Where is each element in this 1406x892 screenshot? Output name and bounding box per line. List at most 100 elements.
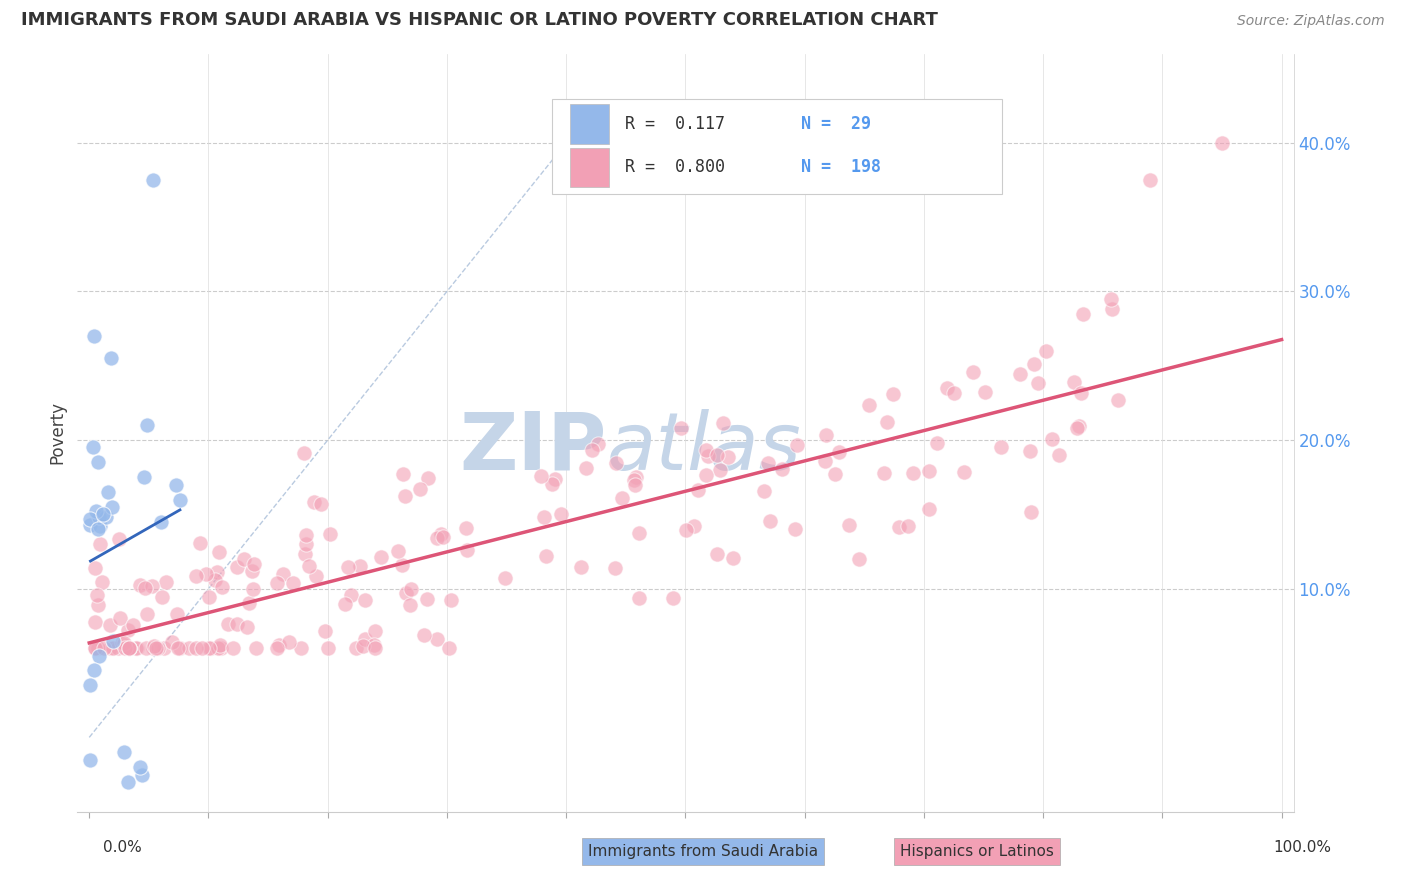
Point [706, 448, 728, 462]
Point [418, 471, 440, 485]
Point [243, 557, 266, 571]
Point [98, 641, 121, 656]
Point [84, 615, 107, 629]
Point [222, 641, 245, 656]
Point [686, 483, 709, 498]
Point [942, 386, 965, 401]
Point [540, 476, 562, 491]
Point [838, 518, 860, 533]
Point [117, 775, 139, 789]
Point [205, 566, 228, 580]
Point [132, 470, 155, 484]
Point [786, 438, 808, 452]
Point [627, 591, 650, 606]
Point [683, 519, 706, 533]
Point [136, 418, 159, 433]
Point [86, 599, 108, 613]
Text: ZIP: ZIP [460, 409, 606, 487]
Point [117, 623, 139, 637]
Point [153, 641, 176, 656]
Point [240, 564, 263, 578]
Point [93, 641, 115, 656]
Point [917, 464, 939, 478]
Point [1019, 505, 1042, 519]
Point [990, 440, 1012, 454]
Point [364, 624, 387, 639]
Point [89, 537, 111, 551]
Text: 0.0%: 0.0% [103, 840, 142, 855]
Point [295, 537, 318, 551]
Point [190, 641, 212, 656]
Text: N =  29: N = 29 [801, 115, 870, 133]
Point [295, 528, 318, 542]
Point [118, 641, 141, 656]
Point [770, 462, 793, 476]
Point [108, 532, 131, 546]
Point [277, 635, 299, 649]
Point [925, 435, 948, 450]
Point [354, 632, 377, 646]
Point [370, 550, 392, 565]
Point [233, 552, 256, 566]
Point [84, 641, 107, 656]
Point [91, 575, 114, 590]
Point [242, 582, 264, 596]
Point [333, 597, 356, 611]
Point [245, 641, 267, 656]
Point [298, 558, 321, 573]
Point [696, 449, 718, 463]
Point [204, 573, 226, 587]
Point [135, 641, 157, 656]
Point [208, 638, 231, 652]
Point [723, 551, 745, 566]
Point [394, 489, 416, 503]
Point [623, 473, 645, 487]
Point [238, 596, 260, 610]
Point [142, 173, 165, 187]
Point [953, 465, 976, 479]
Point [84, 504, 107, 518]
Text: N =  198: N = 198 [801, 158, 882, 177]
Point [695, 442, 717, 457]
Point [1035, 343, 1057, 358]
Point [184, 641, 207, 656]
Point [108, 610, 131, 624]
Point [882, 387, 904, 401]
Point [188, 536, 211, 550]
Point [624, 477, 647, 491]
Point [533, 509, 555, 524]
FancyBboxPatch shape [569, 147, 609, 187]
Point [111, 636, 134, 650]
Text: atlas: atlas [606, 409, 801, 487]
Point [266, 575, 288, 590]
Point [1099, 292, 1122, 306]
Point [439, 641, 461, 656]
Point [84, 561, 107, 575]
Point [1071, 307, 1094, 321]
Point [79, 512, 101, 526]
Point [610, 491, 633, 505]
Point [226, 560, 249, 574]
Point [363, 638, 385, 652]
Point [292, 446, 315, 460]
Point [754, 483, 776, 498]
Point [145, 641, 167, 656]
Point [267, 638, 290, 652]
Point [1063, 376, 1085, 390]
Point [118, 641, 141, 656]
Point [695, 468, 717, 483]
Point [903, 466, 925, 480]
Point [454, 521, 477, 535]
Point [135, 607, 157, 621]
Point [661, 591, 683, 605]
Point [1070, 385, 1092, 400]
Point [534, 549, 557, 563]
Point [198, 641, 221, 656]
Point [165, 477, 187, 491]
Point [86, 588, 108, 602]
Point [148, 641, 170, 656]
Point [706, 547, 728, 561]
Point [79, 753, 101, 767]
Point [208, 545, 231, 559]
Text: R =  0.800: R = 0.800 [624, 158, 724, 177]
